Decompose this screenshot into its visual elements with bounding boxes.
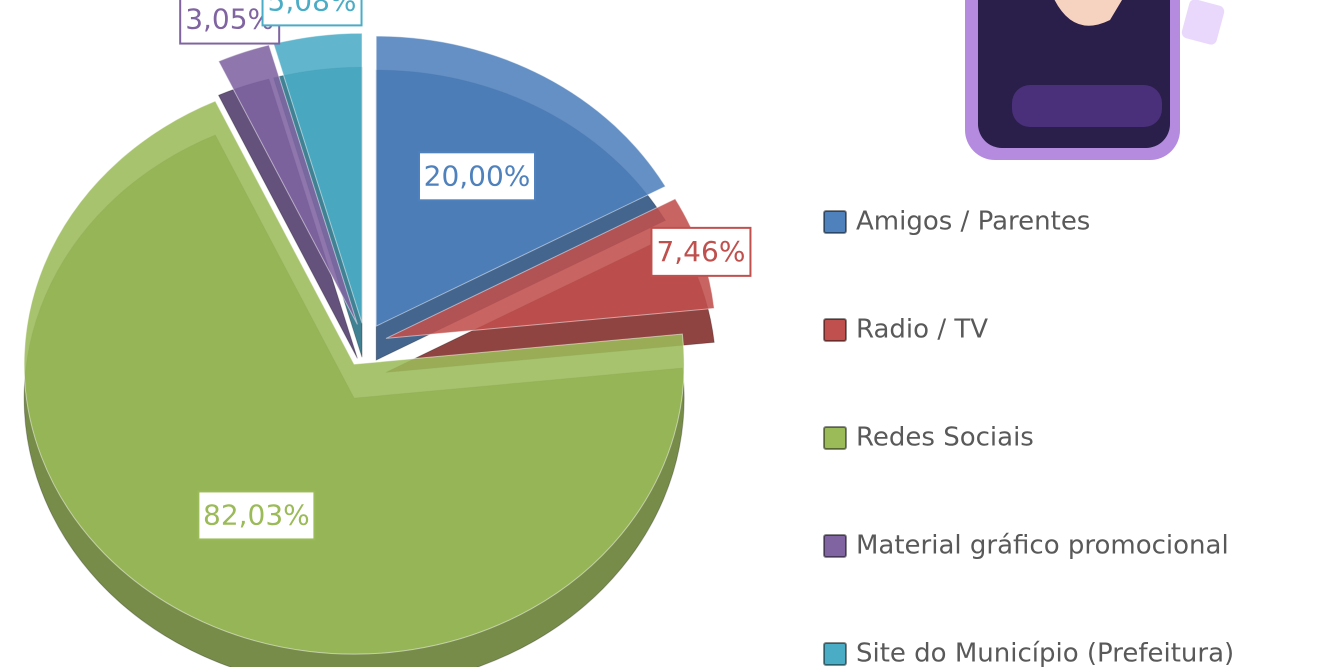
value-label: 7,46% bbox=[656, 235, 745, 268]
label-box bbox=[261, 0, 363, 27]
legend-swatch bbox=[823, 210, 847, 234]
phone-button bbox=[1012, 85, 1162, 127]
legend-swatch bbox=[823, 318, 847, 342]
value-label: 3,05% bbox=[185, 3, 274, 36]
image-icon bbox=[1181, 0, 1225, 45]
legend-label: Site do Município (Prefeitura) bbox=[856, 639, 1234, 667]
value-label: 82,03% bbox=[203, 498, 310, 531]
label-box bbox=[197, 490, 316, 541]
legend-label: Redes Sociais bbox=[856, 423, 1034, 453]
legend-swatch bbox=[823, 642, 847, 666]
value-label: 5,08% bbox=[268, 0, 357, 17]
label-box bbox=[418, 151, 537, 202]
pie bbox=[23, 32, 715, 667]
hand bbox=[1054, 0, 1122, 26]
slice bbox=[23, 100, 685, 655]
legend-label: Radio / TV bbox=[856, 315, 988, 345]
legend: Amigos / Parentes Radio / TV Redes Sociais… bbox=[823, 207, 1234, 667]
label-box bbox=[650, 226, 752, 277]
phone-illustration bbox=[965, 0, 1225, 160]
legend-swatch bbox=[823, 534, 847, 558]
legend-label: Amigos / Parentes bbox=[856, 207, 1090, 237]
value-labels: 20,00% 7,46% 82,03% 3,05%5,08% bbox=[179, 0, 752, 541]
legend-label: Material gráfico promocional bbox=[856, 531, 1229, 561]
legend-swatch bbox=[823, 426, 847, 450]
slice bbox=[217, 44, 358, 325]
value-label: 20,00% bbox=[424, 159, 531, 192]
